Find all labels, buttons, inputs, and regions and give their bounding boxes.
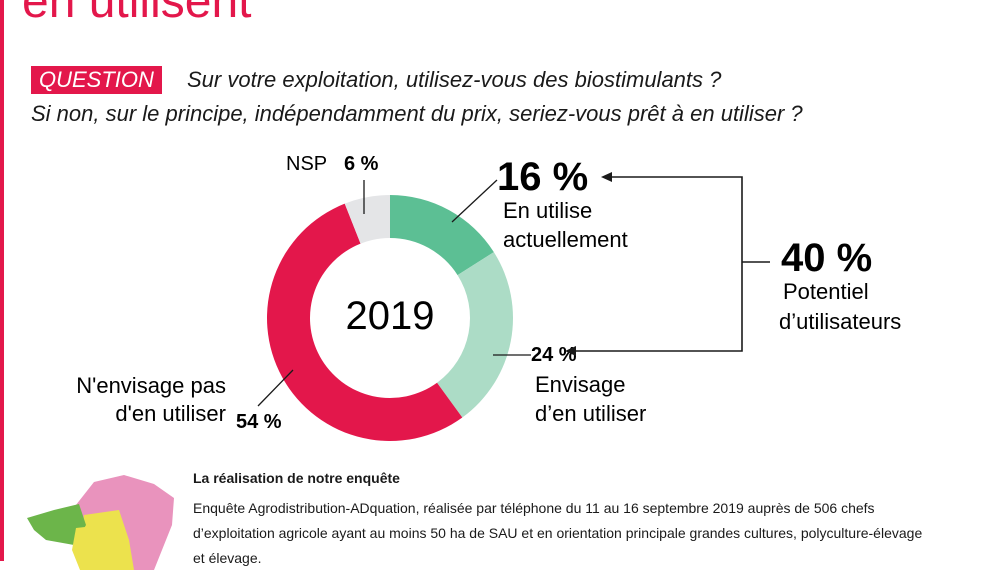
leader-line-utilise xyxy=(451,179,498,223)
accent-bar xyxy=(0,0,4,561)
total-value: 40 % xyxy=(781,236,872,280)
question-tag: QUESTION xyxy=(31,66,162,94)
question-line-2: Si non, sur le principe, indépendamment … xyxy=(31,101,803,126)
slice-nenvisage-pas xyxy=(266,203,463,442)
label-envisage-1: Envisage xyxy=(535,372,626,397)
potential-bracket xyxy=(565,172,770,356)
france-region-map xyxy=(24,470,184,570)
question-line-1: Sur votre exploitation, utilisez-vous de… xyxy=(187,67,722,92)
label-nenvisage-2: d'en utiliser xyxy=(115,401,226,426)
value-nenvisage: 54 % xyxy=(236,411,282,433)
value-utilise: 16 % xyxy=(497,155,588,199)
label-nsp: NSP xyxy=(286,153,327,175)
label-utilise-2: actuellement xyxy=(503,227,628,252)
survey-title: La réalisation de notre enquête xyxy=(193,470,400,486)
slice-envisage xyxy=(437,252,513,418)
donut-chart: 2019 16 % En utilise actuellement 24 % E… xyxy=(76,153,901,442)
value-nsp: 6 % xyxy=(344,153,379,175)
value-envisage: 24 % xyxy=(531,344,577,366)
total-label-2: d’utilisateurs xyxy=(779,309,901,334)
slice-en-utilise xyxy=(390,195,494,276)
article-heading: en utilisent xyxy=(22,0,252,28)
slice-nsp xyxy=(344,195,390,244)
label-envisage-2: d’en utiliser xyxy=(535,401,646,426)
survey-description: Enquête Agrodistribution-ADquation, réal… xyxy=(193,500,923,566)
label-utilise-1: En utilise xyxy=(503,198,592,223)
center-year-label: 2019 xyxy=(346,294,435,338)
label-nenvisage-1: N'envisage pas xyxy=(76,373,226,398)
total-label-1: Potentiel xyxy=(783,279,869,304)
leader-line-nenvisage xyxy=(257,369,294,407)
